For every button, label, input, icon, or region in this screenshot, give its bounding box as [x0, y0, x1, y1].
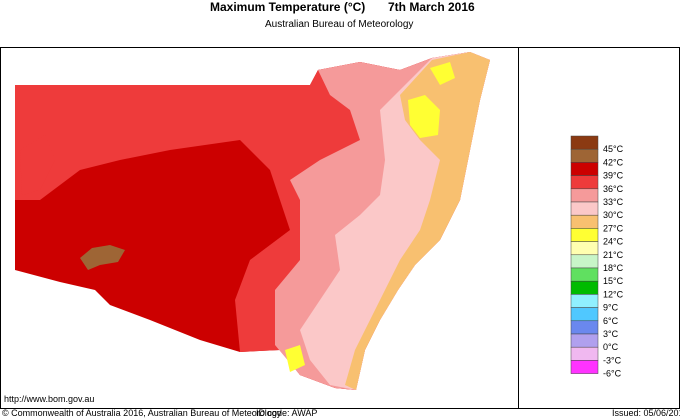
legend-label: 6°C — [603, 316, 619, 326]
legend-swatch — [570, 294, 599, 308]
legend-swatch — [570, 360, 599, 374]
legend-swatch — [570, 175, 599, 190]
legend-label: 15°C — [603, 276, 624, 286]
legend-label: 0°C — [603, 342, 619, 352]
legend-swatch — [570, 188, 599, 203]
nsw-map — [15, 52, 490, 390]
region-36-west — [20, 135, 55, 195]
legend-label: -3°C — [603, 355, 622, 365]
legend-swatch — [570, 148, 599, 163]
date: 7th March 2016 — [388, 0, 475, 14]
legend-label: 45°C — [603, 144, 624, 154]
legend-label: 3°C — [603, 329, 619, 339]
legend-label: 21°C — [603, 250, 624, 260]
id-code: ID code: AWAP — [256, 408, 317, 418]
legend-swatch — [570, 333, 599, 348]
legend-frame — [518, 47, 680, 409]
legend-label: -6°C — [603, 369, 622, 379]
legend-label: 36°C — [603, 184, 624, 194]
region-27 — [345, 52, 490, 390]
legend-swatch — [570, 267, 599, 282]
legend-swatch — [570, 280, 599, 295]
legend-label: 33°C — [603, 197, 624, 207]
legend: 45°C 42°C 39°C 36°C 33°C 30°C 27°C 24°C 21°C 18°C… — [570, 135, 624, 379]
subtitle: Australian Bureau of Meteorology — [265, 19, 413, 30]
legend-swatch — [570, 346, 599, 361]
legend-swatch — [570, 214, 599, 229]
legend-swatch — [570, 254, 599, 269]
legend-swatch — [570, 162, 599, 176]
legend-label: 39°C — [603, 171, 624, 181]
legend-label: 27°C — [603, 223, 624, 233]
issued: Issued: 05/06/2016 — [612, 408, 680, 418]
legend-label: 42°C — [603, 157, 624, 167]
legend-label: 18°C — [603, 263, 624, 273]
legend-swatch — [570, 320, 599, 335]
legend-label: 12°C — [603, 289, 624, 299]
legend-swatch — [570, 135, 599, 150]
region-42 — [80, 245, 125, 270]
legend-swatch — [570, 241, 599, 256]
legend-swatch — [570, 201, 599, 216]
legend-swatch — [570, 228, 599, 242]
copyright: © Commonwealth of Australia 2016, Austra… — [2, 408, 282, 418]
legend-label: 30°C — [603, 210, 624, 220]
legend-swatch — [570, 307, 599, 322]
legend-label: 9°C — [603, 303, 619, 313]
legend-label: 24°C — [603, 237, 624, 247]
title: Maximum Temperature (°C) — [210, 0, 365, 14]
url: http://www.bom.gov.au — [4, 394, 94, 404]
